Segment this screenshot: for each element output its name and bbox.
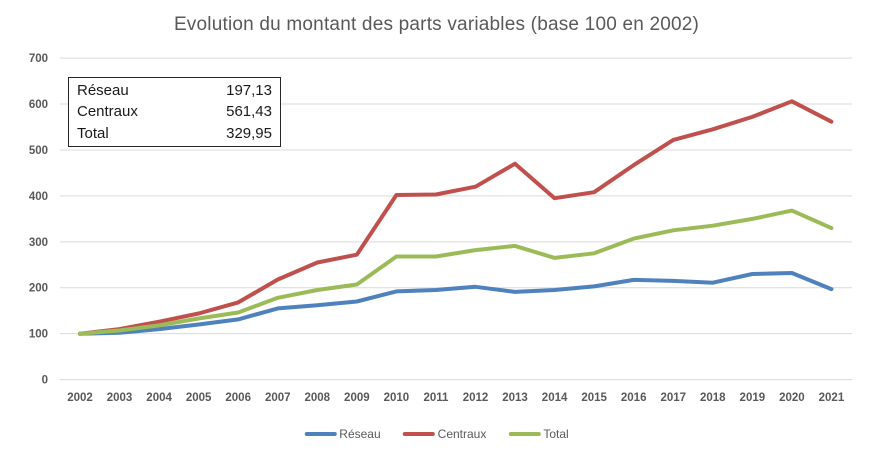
info-label-total: Total — [77, 124, 109, 142]
y-tick-label-600: 600 — [29, 99, 48, 111]
info-row-reseau: Réseau 197,13 — [77, 80, 272, 101]
info-label-reseau: Réseau — [77, 82, 129, 100]
legend-item-reseau[interactable]: Réseau — [304, 427, 381, 441]
legend-item-total[interactable]: Total — [508, 427, 569, 441]
y-tick-label-700: 700 — [29, 53, 48, 65]
info-row-centraux: Centraux 561,43 — [77, 101, 272, 122]
y-tick-label-100: 100 — [29, 329, 48, 341]
y-tick-label-0: 0 — [42, 375, 48, 387]
y-tick-label-400: 400 — [29, 191, 48, 203]
info-row-total: Total 329,95 — [77, 123, 272, 144]
x-tick-label-2021: 2021 — [819, 392, 845, 404]
x-tick-label-2004: 2004 — [146, 392, 172, 404]
x-tick-label-2016: 2016 — [621, 392, 647, 404]
x-tick-label-2015: 2015 — [581, 392, 607, 404]
series-line-total — [78, 208, 834, 336]
data-label-box: Réseau 197,13 Centraux 561,43 Total 329,… — [68, 77, 281, 147]
chart-legend: Réseau Centraux Total — [304, 427, 569, 441]
chart-title: Evolution du montant des parts variables… — [173, 14, 700, 35]
x-tick-label-2005: 2005 — [186, 392, 212, 404]
x-tick-label-2014: 2014 — [542, 392, 568, 404]
x-tick-label-2019: 2019 — [740, 392, 766, 404]
legend-label-total: Total — [543, 427, 569, 441]
x-tick-label-2009: 2009 — [344, 392, 370, 404]
info-label-centraux: Centraux — [77, 103, 138, 121]
x-tick-label-2011: 2011 — [423, 392, 449, 404]
legend-swatch-centraux — [402, 432, 435, 436]
x-tick-label-2010: 2010 — [384, 392, 410, 404]
legend-swatch-reseau — [304, 432, 337, 436]
x-tick-label-2008: 2008 — [305, 392, 331, 404]
legend-item-centraux[interactable]: Centraux — [402, 427, 487, 441]
x-tick-label-2003: 2003 — [107, 392, 133, 404]
y-tick-label-500: 500 — [29, 145, 48, 157]
info-value-total: 329,95 — [226, 124, 272, 142]
x-tick-label-2002: 2002 — [67, 392, 93, 404]
x-tick-label-2012: 2012 — [463, 392, 489, 404]
x-tick-label-2007: 2007 — [265, 392, 291, 404]
y-tick-label-300: 300 — [29, 237, 48, 249]
series-line-centraux — [78, 99, 834, 336]
x-tick-label-2017: 2017 — [660, 392, 686, 404]
x-tick-label-2018: 2018 — [700, 392, 726, 404]
legend-label-centraux: Centraux — [437, 427, 487, 441]
x-tick-label-2013: 2013 — [502, 392, 528, 404]
x-tick-label-2006: 2006 — [225, 392, 251, 404]
legend-label-reseau: Réseau — [339, 427, 381, 441]
y-tick-label-200: 200 — [29, 283, 48, 295]
legend-swatch-total — [508, 432, 541, 436]
info-value-centraux: 561,43 — [226, 103, 272, 121]
info-value-reseau: 197,13 — [226, 82, 272, 100]
series-line-réseau — [78, 271, 834, 336]
x-tick-label-2020: 2020 — [779, 392, 805, 404]
